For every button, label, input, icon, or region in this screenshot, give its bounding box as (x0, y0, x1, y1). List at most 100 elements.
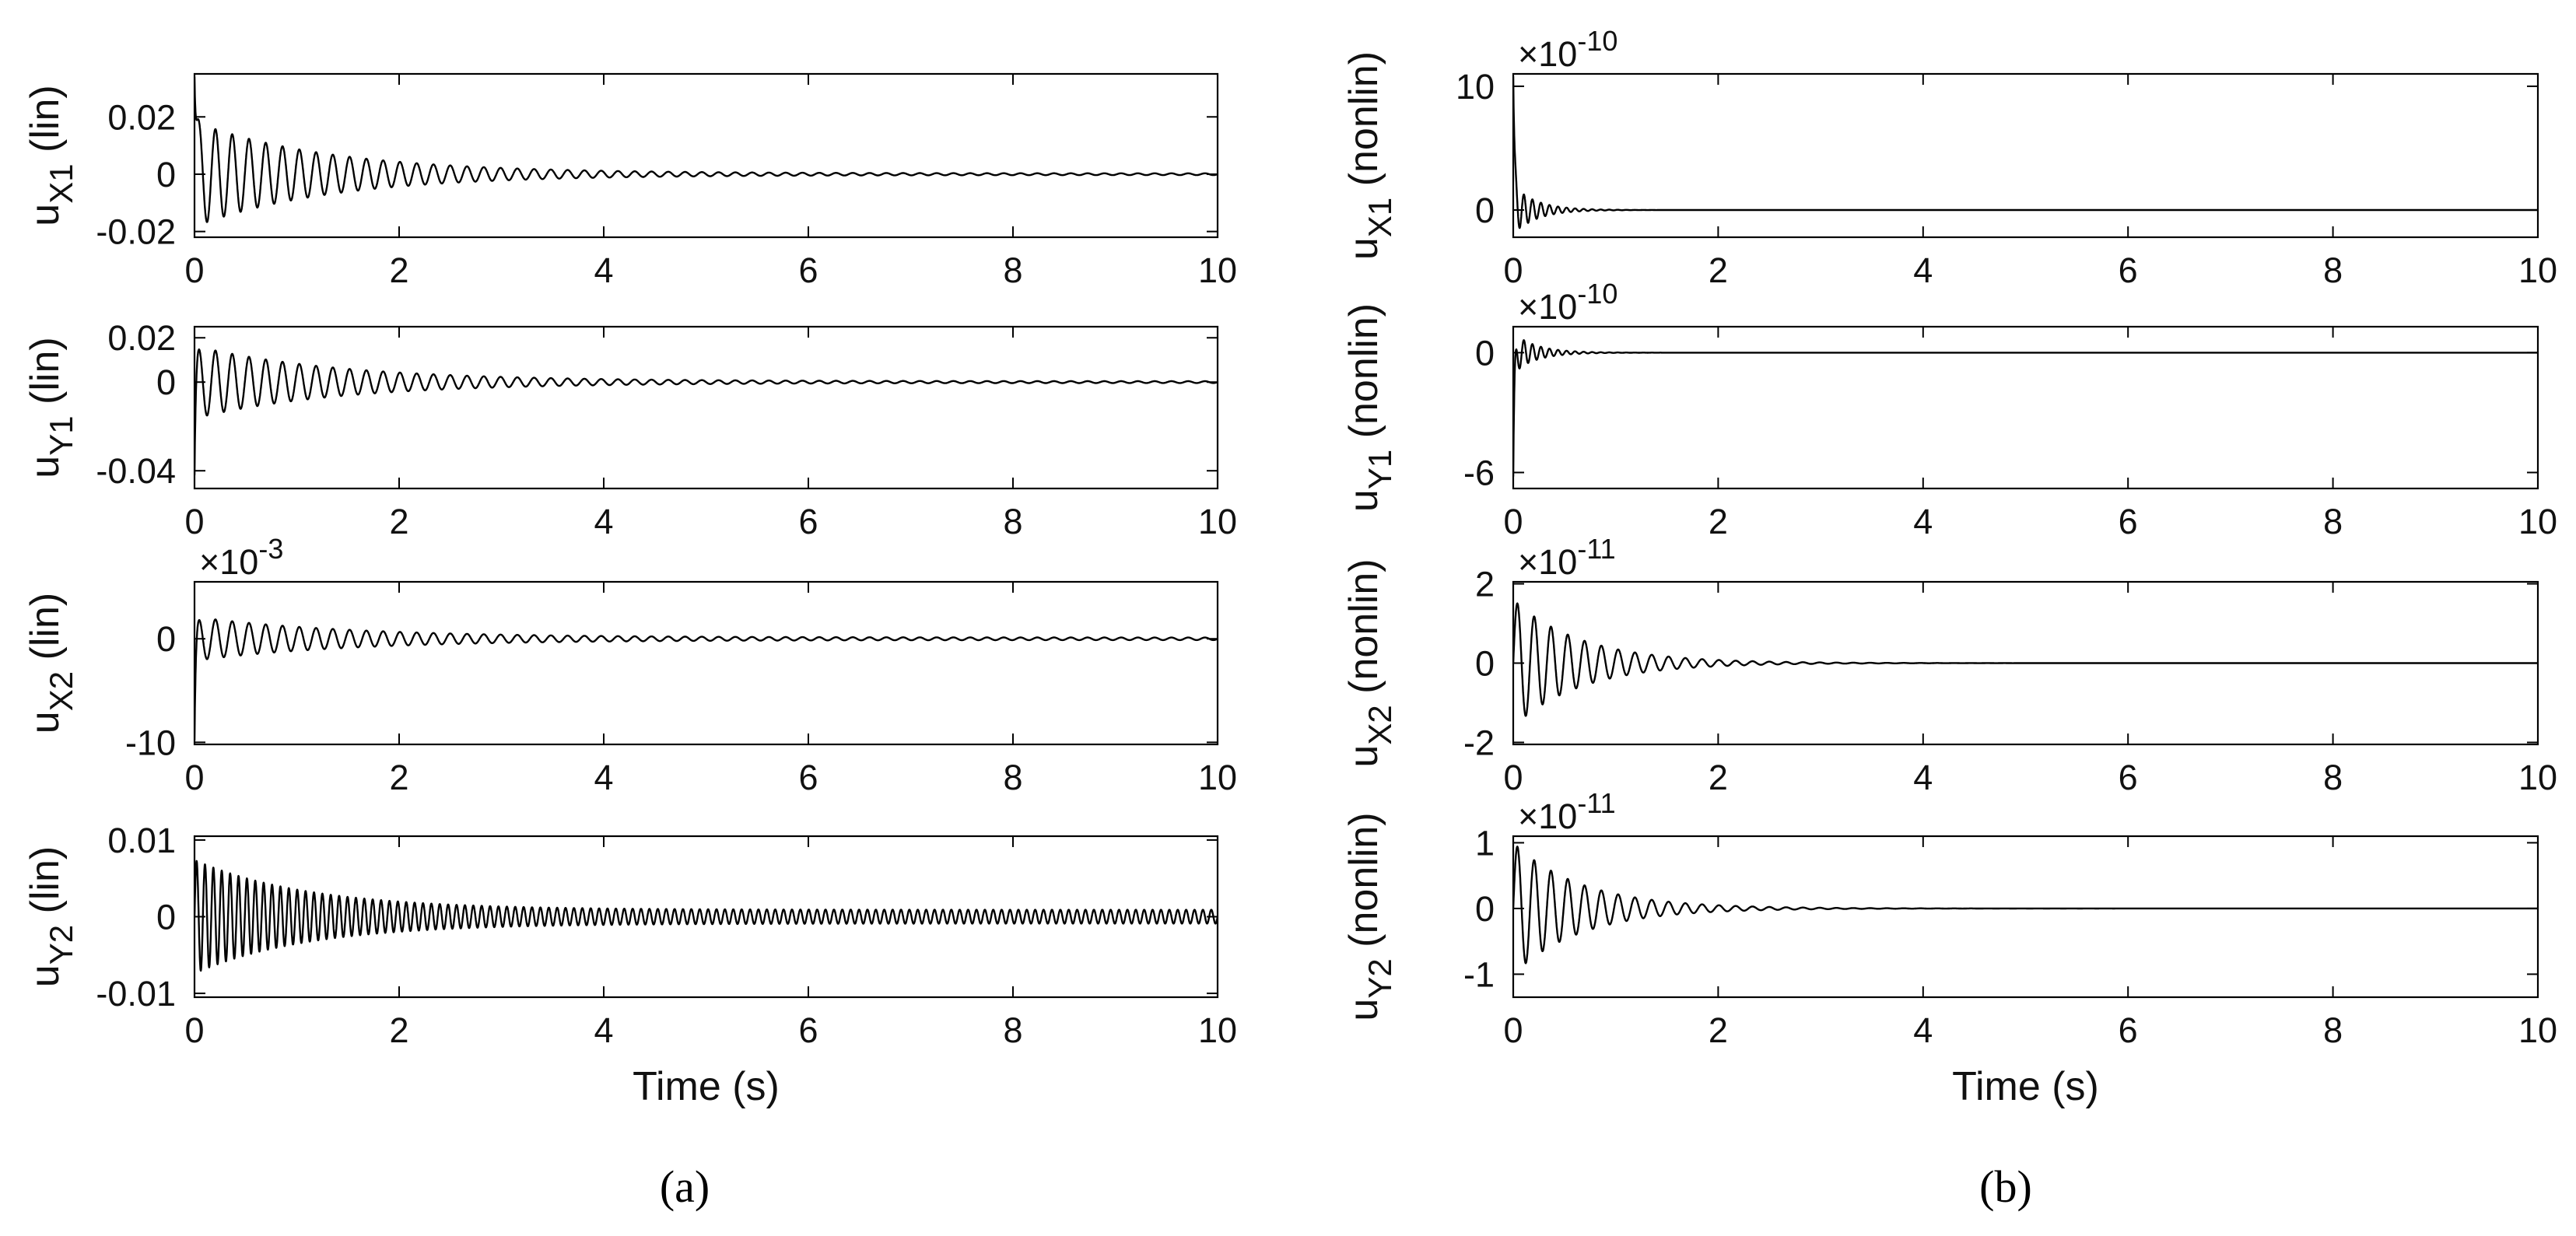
y-tick-label: -0.04 (96, 451, 176, 491)
y-tick-label: 0 (156, 898, 176, 937)
x-tick-label: 10 (1198, 1010, 1237, 1050)
exponent-label: ×10-10 (1518, 278, 1617, 327)
x-tick-label: 4 (1913, 250, 1933, 290)
y-tick-label: 0 (156, 619, 176, 659)
y-tick-label: 10 (1456, 67, 1495, 107)
x-tick-label: 0 (1503, 758, 1523, 797)
y-axis-label: uY1 (lin) (23, 337, 79, 478)
y-axis-label-sub: X2 (1362, 705, 1398, 744)
x-tick-label: 10 (2518, 1010, 2557, 1050)
y-tick-label: 0.02 (107, 318, 176, 358)
exponent-power: -10 (1577, 278, 1617, 310)
x-tick-label: 4 (1913, 502, 1933, 541)
y-tick-label: 2 (1475, 565, 1495, 604)
y-axis-label-suffix: (nonlin) (1341, 812, 1386, 958)
exponent-label: ×10-10 (1518, 25, 1617, 74)
plot-frame (1512, 835, 2539, 999)
y-axis-label-sub: X2 (43, 671, 79, 711)
x-tick-label: 4 (594, 1010, 613, 1050)
y-axis-label-suffix: (lin) (23, 337, 68, 415)
x-tick-label: 2 (389, 250, 408, 290)
x-tick-label: 0 (184, 758, 204, 797)
y-axis-label-sub: Y2 (43, 925, 79, 965)
y-tick-label: 0 (1475, 333, 1495, 373)
x-tick-label: 6 (798, 758, 818, 797)
y-axis-label-main: u (1341, 745, 1386, 768)
x-tick-label: 8 (2323, 250, 2343, 290)
y-axis-label: uY2 (nonlin) (1341, 812, 1398, 1021)
plot-frame (193, 325, 1219, 490)
panel-label-b: (b) (1979, 1161, 2032, 1212)
x-tick-label: 2 (389, 502, 408, 541)
y-tick-label: -6 (1463, 453, 1495, 492)
y-axis-label-suffix: (lin) (23, 593, 68, 671)
exponent-label: ×10-11 (1518, 787, 1616, 836)
y-tick-label: 0 (156, 155, 176, 194)
x-tick-label: 0 (1503, 1010, 1523, 1050)
x-tick-label: 6 (798, 250, 818, 290)
x-tick-label: 6 (2119, 250, 2138, 290)
y-tick-label: 0.02 (107, 97, 176, 137)
y-tick-label: -2 (1463, 723, 1495, 762)
y-axis-label: uX1 (lin) (23, 85, 79, 226)
x-tick-label: 0 (184, 502, 204, 541)
signal-line (1513, 846, 2538, 965)
y-axis-label-main: u (23, 204, 68, 226)
x-tick-label: 6 (798, 1010, 818, 1050)
y-tick-label: 0 (1475, 644, 1495, 684)
signal-line (1513, 76, 2538, 229)
x-tick-label: 0 (184, 250, 204, 290)
signal-line (1513, 339, 2538, 477)
x-tick-label: 10 (1198, 502, 1237, 541)
x-tick-label: 2 (1709, 758, 1728, 797)
x-tick-label: 8 (1003, 758, 1022, 797)
x-tick-label: 2 (1709, 250, 1728, 290)
y-tick-label: 0 (156, 362, 176, 402)
plot-frame (193, 72, 1219, 239)
plot-frame (193, 580, 1219, 746)
x-tick-label: 10 (1198, 250, 1237, 290)
x-tick-label: 6 (2119, 758, 2138, 797)
x-tick-label: 10 (2518, 758, 2557, 797)
y-tick-label: 1 (1475, 823, 1495, 863)
signal-line (195, 618, 1218, 741)
x-tick-label: 8 (2323, 1010, 2343, 1050)
y-axis-label: uY1 (nonlin) (1341, 303, 1398, 512)
y-tick-label: 0 (1475, 889, 1495, 929)
x-tick-label: 2 (389, 758, 408, 797)
x-tick-label: 0 (184, 1010, 204, 1050)
x-tick-label: 2 (389, 1010, 408, 1050)
x-tick-label: 8 (1003, 250, 1022, 290)
y-tick-label: -1 (1463, 954, 1495, 994)
subplot-b-x1: 0 2 4 6 8 10 0 10 ×10-10 uX1 (nonlin) (1341, 25, 2557, 290)
plot-frame (1512, 325, 2539, 490)
x-tick-label: 8 (2323, 502, 2343, 541)
y-tick-label: -0.01 (96, 974, 176, 1014)
x-tick-label: 4 (1913, 758, 1933, 797)
y-tick-label: -10 (125, 723, 176, 762)
exponent-label: ×10-11 (1518, 533, 1616, 582)
y-axis-label-main: u (23, 711, 68, 734)
x-tick-label: 6 (2119, 502, 2138, 541)
y-axis-label: uX1 (nonlin) (1341, 51, 1398, 260)
exponent-label: ×10-3 (199, 533, 283, 582)
x-tick-label: 6 (2119, 1010, 2138, 1050)
y-axis-label-sub: X1 (1362, 198, 1398, 237)
y-axis-label-suffix: (lin) (23, 85, 68, 163)
y-axis-label-main: u (1341, 999, 1386, 1021)
y-axis-label: uX2 (lin) (23, 593, 79, 734)
y-tick-label: 0.01 (107, 821, 176, 860)
y-axis-label-main: u (23, 456, 68, 478)
x-tick-label: 10 (2518, 250, 2557, 290)
exponent-power: -10 (1577, 25, 1617, 57)
x-tick-label: 4 (594, 250, 613, 290)
plot-frame (1512, 72, 2539, 239)
x-tick-label: 4 (594, 758, 613, 797)
x-tick-label: 10 (2518, 502, 2557, 541)
